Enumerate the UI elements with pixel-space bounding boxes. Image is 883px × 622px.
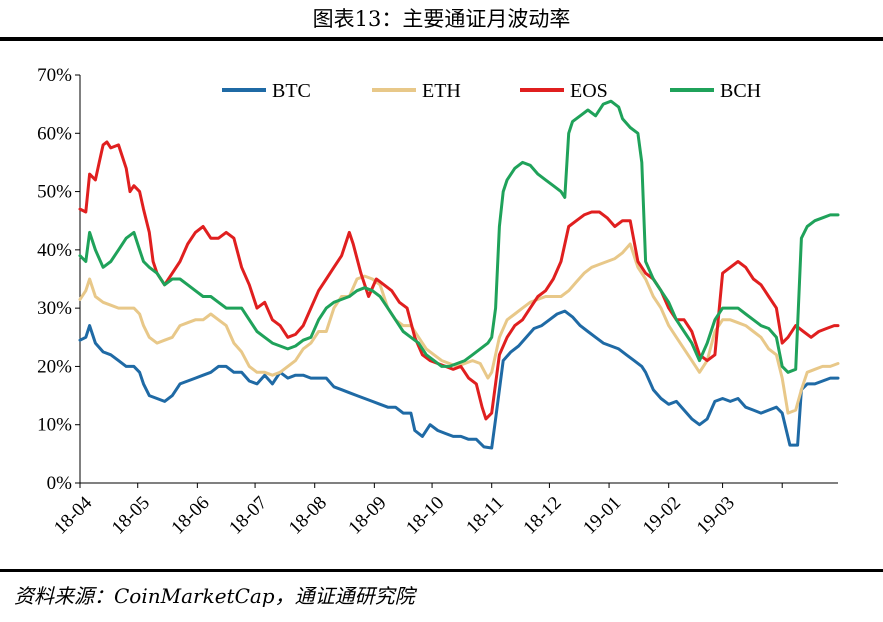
y-tick-label: 50% [37,182,72,203]
x-tick-label: 18-10 [402,492,448,538]
series-line-btc [78,309,840,450]
x-tick-label: 18-12 [520,492,566,538]
x-tick-label: 18-05 [108,492,154,538]
x-tick-label: 18-06 [167,492,213,538]
x-tick-label: 18-04 [50,492,97,539]
series-line-eth [78,242,840,415]
legend-label-eos: EOS [570,80,608,102]
y-tick-label: 10% [37,415,72,436]
legend-label-eth: ETH [422,80,461,102]
y-tick-label: 20% [37,356,72,377]
legend: BTC ETH EOS BCH [222,80,761,102]
figure-title: 图表13：主要通证月波动率 [312,7,571,31]
legend-label-btc: BTC [272,80,311,102]
y-tick-label: 70% [37,65,72,86]
y-tick-label: 40% [37,240,72,261]
x-tick-label: 18-09 [344,492,390,538]
bottom-rule [0,569,883,572]
y-tick-label: 60% [37,123,72,144]
source-note: 资料来源：CoinMarketCap，通证通研究院 [14,584,415,608]
series-layer [78,99,840,450]
volatility-line-chart: 0% 10% 20% 30% 40% 50% 60% 70% 18-04 18-05 18-06 18… [37,65,840,539]
x-tick-label: 19-03 [693,492,739,538]
x-tick-label: 18-08 [285,492,331,538]
y-tick-label: 0% [47,473,73,494]
x-tick-label: 18-07 [225,492,271,538]
x-tick-label: 18-11 [462,492,508,538]
x-tick-label: 19-01 [579,492,625,538]
y-tick-label: 30% [37,298,72,319]
legend-label-bch: BCH [720,80,761,102]
axes-layer: 0% 10% 20% 30% 40% 50% 60% 70% 18-04 18-05 18-06 18… [37,65,838,539]
top-rule [0,37,883,41]
series-line-bch [78,99,840,374]
x-tick-label: 19-02 [639,492,685,538]
